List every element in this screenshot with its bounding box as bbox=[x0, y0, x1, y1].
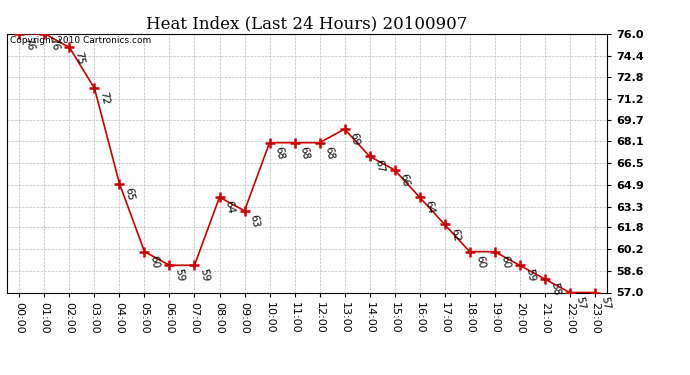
Text: 68: 68 bbox=[299, 146, 311, 160]
Text: 64: 64 bbox=[424, 200, 436, 215]
Text: 58: 58 bbox=[549, 282, 561, 297]
Text: 63: 63 bbox=[248, 214, 261, 228]
Text: 66: 66 bbox=[399, 173, 411, 188]
Text: 60: 60 bbox=[499, 254, 511, 269]
Text: 62: 62 bbox=[448, 227, 461, 242]
Text: 59: 59 bbox=[524, 268, 536, 283]
Title: Heat Index (Last 24 Hours) 20100907: Heat Index (Last 24 Hours) 20100907 bbox=[146, 15, 468, 32]
Text: 68: 68 bbox=[274, 146, 286, 160]
Text: 76: 76 bbox=[48, 36, 61, 51]
Text: 65: 65 bbox=[124, 186, 136, 201]
Text: 64: 64 bbox=[224, 200, 236, 215]
Text: Copyright 2010 Cartronics.com: Copyright 2010 Cartronics.com bbox=[10, 36, 151, 45]
Text: 57: 57 bbox=[599, 295, 611, 310]
Text: 57: 57 bbox=[574, 295, 586, 310]
Text: 59: 59 bbox=[174, 268, 186, 283]
Text: 67: 67 bbox=[374, 159, 386, 174]
Text: 60: 60 bbox=[148, 254, 161, 269]
Text: 68: 68 bbox=[324, 146, 336, 160]
Text: 76: 76 bbox=[23, 36, 36, 51]
Text: 69: 69 bbox=[348, 132, 361, 147]
Text: 60: 60 bbox=[474, 254, 486, 269]
Text: 59: 59 bbox=[199, 268, 211, 283]
Text: 72: 72 bbox=[99, 91, 111, 106]
Text: 75: 75 bbox=[74, 50, 86, 65]
